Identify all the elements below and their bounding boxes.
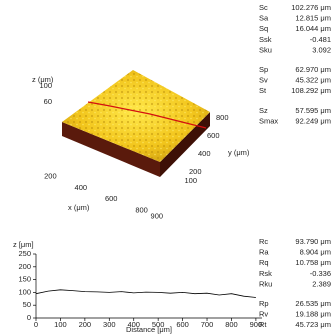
y-axis-title: z [μm] — [13, 240, 34, 249]
x-tick-label: 600 — [105, 194, 118, 203]
x-tick-label: 900 — [250, 320, 263, 329]
param-value: 19.188 μm — [295, 310, 331, 319]
x-tick-label: 900 — [151, 211, 164, 220]
param-value: 10.758 μm — [295, 258, 331, 267]
x-tick-label: 400 — [75, 183, 88, 192]
y-tick-label: 800 — [216, 113, 229, 122]
y-tick-label: 0 — [27, 313, 31, 322]
axis-title: y (μm) — [228, 148, 250, 157]
param-value: 12.815 μm — [295, 14, 331, 23]
z-tick-label: 100 — [39, 81, 52, 90]
param-value: 62.970 μm — [295, 65, 331, 74]
param-value: 3.092 — [312, 45, 331, 54]
x-tick-label: 600 — [176, 320, 189, 329]
param-name: Sz — [259, 106, 268, 115]
param-value: 102.276 μm — [291, 3, 331, 12]
texture — [62, 70, 210, 162]
param-name: Sp — [259, 65, 268, 74]
y-tick-label: 100 — [185, 176, 198, 185]
y-tick-label: 200 — [189, 167, 202, 176]
param-value: 26.535 μm — [295, 299, 331, 308]
param-name: Sku — [259, 45, 272, 54]
param-value: -0.481 — [310, 35, 331, 44]
x-tick-label: 500 — [152, 320, 165, 329]
param-value: 16.044 μm — [295, 24, 331, 33]
y-tick-label: 50 — [23, 300, 31, 309]
profile-line — [87, 101, 207, 129]
param-name: Sa — [259, 14, 269, 23]
param-name: Ra — [259, 248, 269, 257]
x-tick-label: 400 — [127, 320, 140, 329]
param-name: Smax — [259, 116, 278, 125]
param-value: 8.904 μm — [300, 248, 331, 257]
side-face — [62, 122, 160, 177]
param-name: Sq — [259, 24, 268, 33]
x-tick-label: 200 — [79, 320, 92, 329]
param-name: Rc — [259, 237, 268, 246]
y-tick-label: 100 — [18, 287, 31, 296]
param-name: St — [259, 86, 267, 95]
x-axis-title: Distance [μm] — [126, 325, 172, 334]
profile-line — [35, 289, 256, 298]
x-tick-label: 0 — [34, 320, 38, 329]
x-tick-label: 700 — [201, 320, 214, 329]
x-tick-label: 100 — [54, 320, 67, 329]
param-name: Rku — [259, 279, 272, 288]
param-value: 57.595 μm — [295, 106, 331, 115]
param-name: Ssk — [259, 35, 272, 44]
z-tick-label: 60 — [44, 97, 52, 106]
param-name: Rsk — [259, 269, 272, 278]
param-name: Rt — [259, 320, 267, 329]
x-tick-label: 800 — [135, 206, 148, 215]
param-value: 92.249 μm — [295, 116, 331, 125]
y-tick-label: 150 — [18, 275, 31, 284]
param-value: -0.336 — [310, 269, 331, 278]
param-value: 2.389 — [312, 279, 331, 288]
y-tick-label: 600 — [207, 131, 220, 140]
param-value: 93.790 μm — [295, 237, 331, 246]
axis-title: z (μm) — [32, 75, 54, 84]
param-name: Sc — [259, 3, 268, 12]
param-value: 45.723 μm — [295, 320, 331, 329]
y-tick-label: 250 — [18, 249, 31, 258]
param-name: Rv — [259, 310, 268, 319]
param-name: Sv — [259, 76, 268, 85]
param-value: 108.292 μm — [291, 86, 331, 95]
x-tick-label: 800 — [225, 320, 238, 329]
side-face — [160, 112, 210, 177]
x-tick-label: 300 — [103, 320, 116, 329]
param-name: Rp — [259, 299, 269, 308]
x-tick-label: 200 — [44, 171, 57, 180]
y-tick-label: 400 — [198, 149, 211, 158]
axis-title: x (μm) — [68, 203, 90, 212]
param-name: Rq — [259, 258, 269, 267]
y-tick-label: 200 — [18, 262, 31, 271]
param-value: 45.322 μm — [295, 76, 331, 85]
surface-3d — [62, 70, 210, 177]
